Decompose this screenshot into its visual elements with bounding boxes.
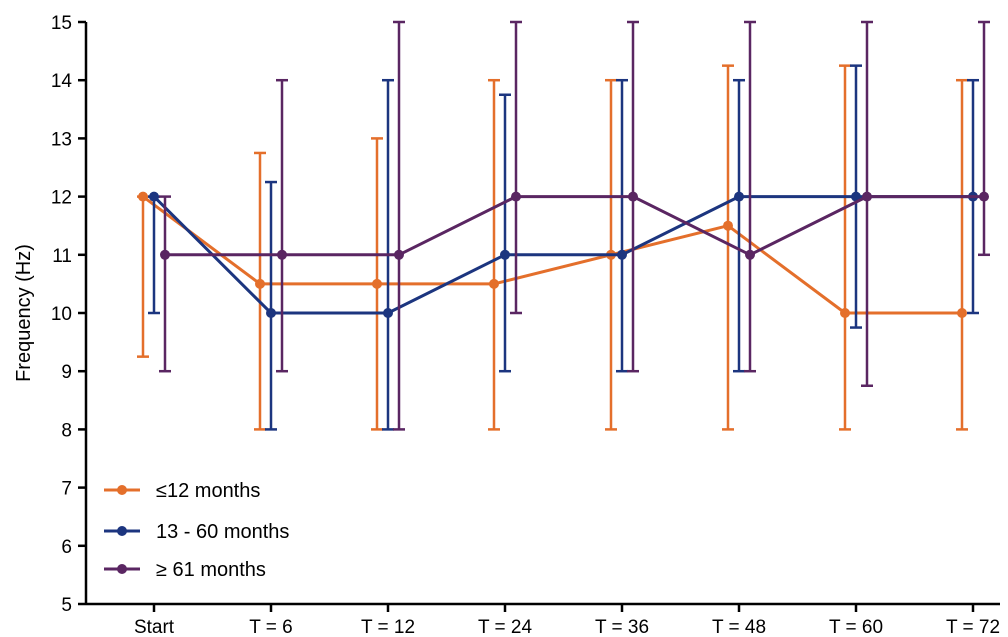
y-axis-title: Frequency (Hz) [13, 244, 35, 382]
data-point [745, 249, 755, 260]
x-tick-label: T = 24 [478, 617, 532, 637]
data-point [617, 249, 627, 260]
data-point [511, 191, 521, 202]
y-tick-label: 6 [61, 537, 72, 558]
legend-label: ≥ 61 months [156, 559, 266, 581]
series-layer [137, 20, 990, 431]
legend-swatch-marker [117, 526, 127, 536]
data-point [255, 278, 265, 289]
y-tick-label: 15 [51, 13, 72, 34]
data-point [723, 220, 733, 231]
data-point [383, 308, 393, 318]
data-point [149, 191, 159, 202]
data-point [372, 278, 382, 289]
series-line [165, 195, 984, 257]
data-point [979, 191, 989, 202]
legend-item-2: 13 - 60 months [104, 521, 289, 543]
legend: ≤12 months 13 - 60 months ≥ 61 months [104, 480, 289, 581]
data-point [394, 249, 404, 260]
y-tick-label: 12 [51, 188, 72, 209]
data-point [851, 191, 861, 202]
x-tick-label: T = 48 [712, 617, 766, 637]
legend-item-3: ≥ 61 months [104, 559, 266, 581]
data-point [489, 278, 499, 289]
axes: 5 6 7 8 9 10 11 12 13 14 15 Start T = 6 T = 12 T = 24… [13, 13, 1000, 637]
y-ticks: 5 6 7 8 9 10 11 12 13 14 15 [51, 13, 86, 616]
x-tick-label: T = 6 [249, 617, 292, 637]
series-3 [159, 20, 990, 431]
y-tick-label: 10 [51, 304, 72, 325]
y-tick-label: 11 [52, 246, 72, 267]
y-tick-label: 14 [51, 71, 73, 92]
data-point [266, 308, 276, 318]
data-point [957, 308, 967, 318]
data-point [840, 308, 850, 318]
legend-label: ≤12 months [156, 480, 260, 502]
series-2 [148, 64, 979, 431]
data-point [734, 191, 744, 202]
y-tick-label: 8 [61, 420, 72, 441]
x-tick-label: Start [134, 617, 175, 637]
series-line [142, 195, 962, 315]
legend-label: 13 - 60 months [156, 521, 289, 543]
data-point [277, 249, 287, 260]
y-tick-label: 7 [61, 479, 72, 500]
x-tick-label: T = 12 [361, 617, 415, 637]
data-point [500, 249, 510, 260]
data-point [628, 191, 638, 202]
legend-swatch-marker [117, 485, 127, 495]
legend-item-1: ≤12 months [104, 480, 260, 502]
series-1 [137, 64, 968, 431]
x-ticks: Start T = 6 T = 12 T = 24 T = 36 T = 48 T = 60… [134, 604, 1000, 637]
x-tick-label: T = 36 [595, 617, 649, 637]
data-point [138, 191, 148, 202]
y-tick-label: 5 [61, 595, 72, 616]
legend-swatch-marker [117, 564, 127, 574]
x-tick-label: T = 60 [829, 617, 883, 637]
x-tick-label: T = 72 [946, 617, 1000, 637]
y-tick-label: 13 [51, 129, 72, 150]
series-line [152, 195, 973, 315]
data-point [862, 191, 872, 202]
data-point [160, 249, 170, 260]
y-tick-label: 9 [61, 362, 72, 383]
